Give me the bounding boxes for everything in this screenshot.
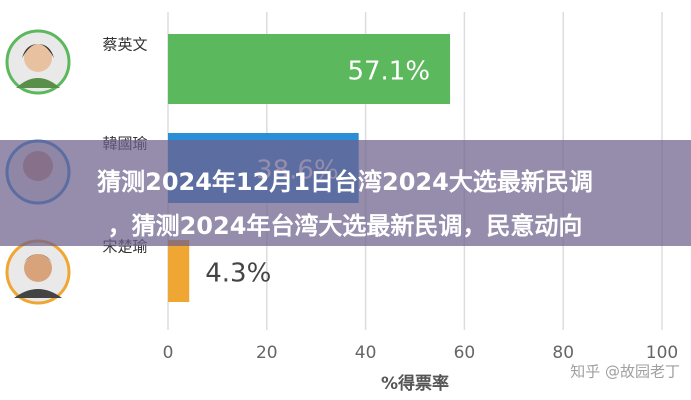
avatar-face [24,44,52,72]
value-label: 4.3% [205,259,271,289]
x-axis-title: %得票率 [381,373,449,394]
avatar-hair [22,44,54,58]
avatar-hair [24,254,52,262]
x-tick-label: 20 [256,343,278,363]
bar [168,240,190,302]
overlay-line: ，猜测2024年台湾大选最新民调，民意动向 [108,212,583,240]
watermark: 知乎 @故园老丁 [570,363,680,381]
avatar-face [24,254,52,282]
overlay-banner [0,140,691,246]
overlay-line: 猜测2024年12月1日台湾2024大选最新民调 [96,168,593,196]
x-tick-label: 0 [163,343,174,363]
x-tick-label: 100 [646,343,678,363]
avatar-body [14,289,62,298]
bar [168,34,451,104]
x-tick-label: 80 [552,343,574,363]
category-label: 蔡英文 [102,36,147,54]
value-label: 57.1% [347,57,430,87]
x-tick-label: 40 [355,343,377,363]
avatar-body [16,78,60,88]
x-tick-label: 60 [454,343,476,363]
